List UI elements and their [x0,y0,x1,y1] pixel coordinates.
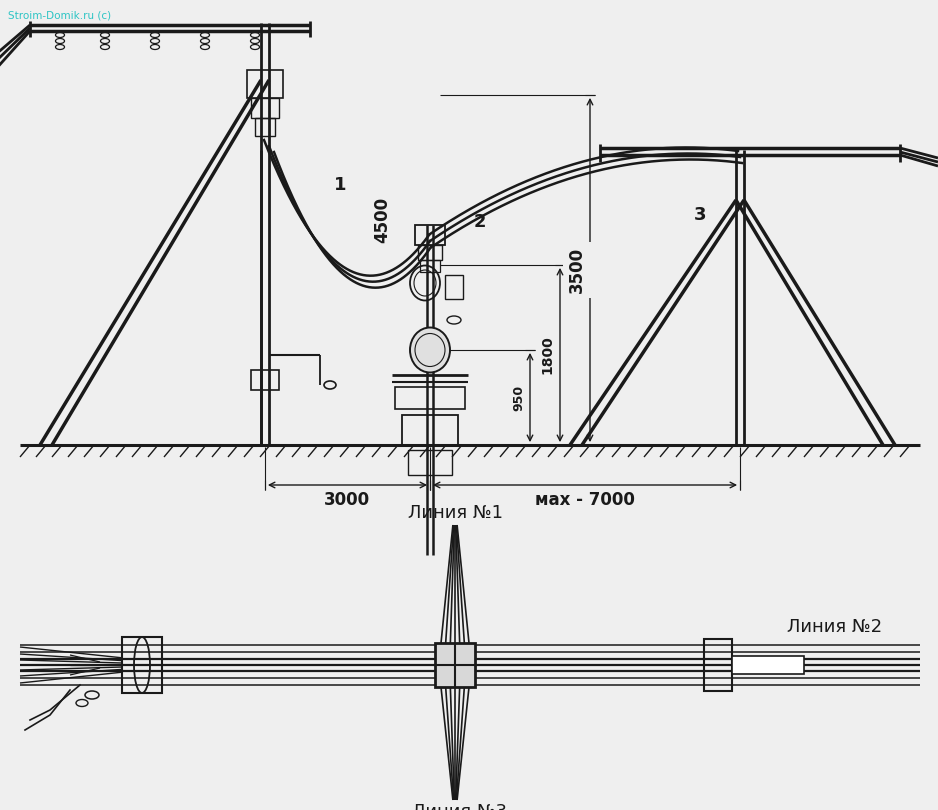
Bar [122,637,162,693]
Bar [251,370,279,390]
Text: 3500: 3500 [568,247,586,293]
Text: Линия №1: Линия №1 [407,504,503,522]
Bar [420,260,440,272]
Bar [247,70,283,98]
Bar [408,450,452,475]
Bar [255,118,275,136]
Bar [732,656,804,674]
Text: 3: 3 [694,206,706,224]
Text: Stroim-Domik.ru (c): Stroim-Domik.ru (c) [8,10,111,20]
Bar [704,639,732,691]
Bar [418,245,442,260]
Text: Линия №3: Линия №3 [413,803,507,810]
Text: мax - 7000: мax - 7000 [535,491,635,509]
Text: 3000: 3000 [324,491,371,509]
Text: 4500: 4500 [373,197,391,243]
Bar [435,643,475,687]
Bar [402,415,458,445]
Bar [415,225,445,245]
Text: 2: 2 [474,213,486,231]
Text: 1800: 1800 [540,335,554,374]
Ellipse shape [410,327,450,373]
Bar [251,98,279,118]
Text: Линия №2: Линия №2 [787,618,883,636]
Text: 950: 950 [512,385,525,411]
Bar [445,275,463,299]
Text: 1: 1 [334,176,346,194]
Bar [395,387,465,409]
